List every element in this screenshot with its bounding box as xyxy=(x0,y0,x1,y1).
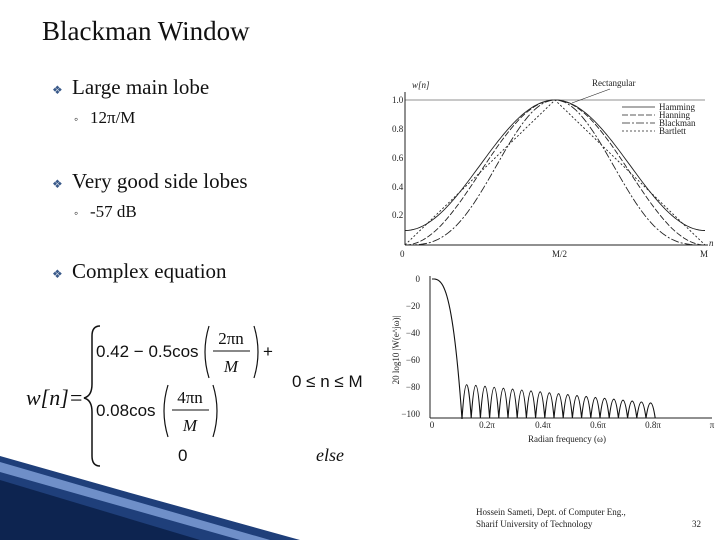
paren xyxy=(253,325,259,379)
paren xyxy=(163,384,169,438)
page-number: 32 xyxy=(692,519,701,529)
equation-else: else xyxy=(316,445,344,465)
sub-bullet-icon: ◦ xyxy=(74,206,78,220)
x-tick-label: 0 xyxy=(400,249,405,259)
x-tick-label: 0.4π xyxy=(535,420,551,430)
equation-term: 0.08cos xyxy=(96,401,156,420)
equation-equals: = xyxy=(70,385,82,410)
fraction-denominator: M xyxy=(223,357,239,376)
equation-plus: + xyxy=(263,342,273,361)
equation-zero: 0 xyxy=(178,446,187,465)
x-tick-label: 0.2π xyxy=(479,420,495,430)
bullet: Very good side lobes xyxy=(72,169,248,193)
y-tick-label: 0 xyxy=(416,274,421,284)
y-tick-label: 1.0 xyxy=(392,95,404,105)
y-tick-label: −60 xyxy=(406,355,421,365)
y-tick-label: 0.2 xyxy=(392,210,403,220)
paren xyxy=(204,325,210,379)
equation: w[n] = 0.42 − 0.5cos 2πn M + 0.08cos 4πn… xyxy=(26,325,363,467)
bullet-icon: ❖ xyxy=(52,267,63,281)
bullet-list: ❖ Large main lobe ◦ 12π/M ❖ Very good si… xyxy=(52,75,248,283)
y-tick-label: −80 xyxy=(406,382,421,392)
window-figure: w[n] Rectangular n 1.0 0.8 0.6 0.4 0.2 0 M/2 M H… xyxy=(392,78,714,259)
legend-label: Blackman xyxy=(659,118,696,128)
x-tick-label: π xyxy=(710,420,715,430)
fraction-numerator: 4πn xyxy=(177,388,203,407)
y-label: 20 log10 |W(e^jω)| xyxy=(391,315,401,384)
sub-bullet: 12π/M xyxy=(90,108,135,127)
x-tick-label: 0.8π xyxy=(645,420,661,430)
spectrum-curve xyxy=(432,278,656,420)
y-tick-label: 0.8 xyxy=(392,124,404,134)
bullet-icon: ❖ xyxy=(52,83,63,97)
y-tick-label: −100 xyxy=(401,409,420,419)
corner-decoration xyxy=(0,456,300,540)
y-tick-label: −20 xyxy=(406,301,421,311)
bullet: Large main lobe xyxy=(72,75,209,99)
x-tick-label: M/2 xyxy=(552,249,567,259)
fraction-denominator: M xyxy=(182,416,198,435)
legend-label: Hanning xyxy=(659,110,690,120)
equation-term: 0.42 − 0.5cos xyxy=(96,342,199,361)
x-tick-label: M xyxy=(700,249,708,259)
legend-label: Hamming xyxy=(659,102,695,112)
footer-credit: Sharif University of Technology xyxy=(476,519,593,529)
fraction-numerator: 2πn xyxy=(218,329,244,348)
equation-lhs: w[n] xyxy=(26,385,69,410)
title: Blackman Window xyxy=(42,16,250,46)
equation-condition: 0 ≤ n ≤ M xyxy=(292,372,363,391)
sub-bullet: -57 dB xyxy=(90,202,137,221)
x-tick-label: 0.6π xyxy=(590,420,606,430)
y-tick-label: 0.6 xyxy=(392,153,404,163)
bullet-icon: ❖ xyxy=(52,177,63,191)
y-label: w[n] xyxy=(412,80,430,90)
annotation: Rectangular xyxy=(592,78,635,88)
footer-credit: Hossein Sameti, Dept. of Computer Eng., xyxy=(476,507,626,517)
brace xyxy=(83,325,101,467)
bullet: Complex equation xyxy=(72,259,227,283)
x-label: n xyxy=(709,238,714,248)
annotation-arrow xyxy=(571,88,611,104)
x-label: Radian frequency (ω) xyxy=(528,434,606,444)
y-tick-label: −40 xyxy=(406,328,421,338)
sub-bullet-icon: ◦ xyxy=(74,112,78,126)
spectrum-figure: 20 log10 |W(e^jω)| Radian frequency (ω) … xyxy=(391,274,715,444)
paren xyxy=(212,384,218,438)
legend-label: Bartlett xyxy=(659,126,686,136)
y-tick-label: 0.4 xyxy=(392,182,404,192)
x-tick-label: 0 xyxy=(430,420,435,430)
